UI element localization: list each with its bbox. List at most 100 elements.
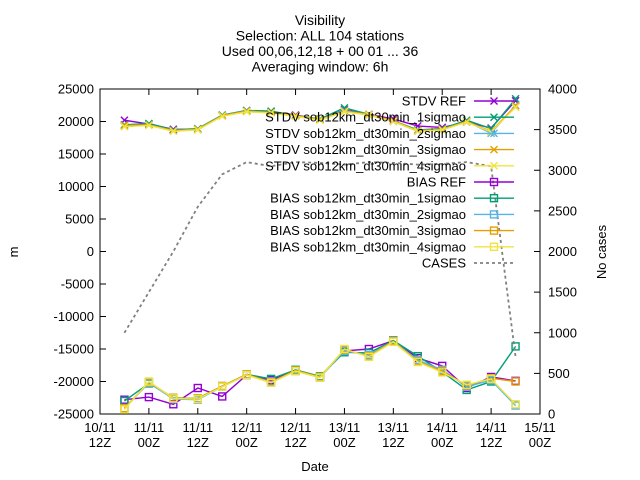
y2-tick-label: 4000 (548, 82, 577, 97)
legend-marker (490, 145, 498, 154)
title-line: Averaging window: 6h (252, 59, 389, 75)
y2-tick-label: 0 (548, 407, 555, 422)
legend-label: STDV sob12km_dt30min_1sigmao (265, 110, 466, 125)
data-point (438, 125, 447, 134)
legend-marker (490, 129, 498, 138)
y2-tick-label: 1500 (548, 285, 577, 300)
y-tick-label: 10000 (58, 179, 94, 194)
legend-entry: STDV sob12km_dt30min_3sigmao (265, 142, 514, 157)
legend-marker (489, 210, 499, 219)
y-tick-label: -5000 (61, 277, 94, 292)
series-line (123, 161, 517, 358)
legend-label: STDV sob12km_dt30min_2sigmao (265, 126, 466, 141)
y2-tick-label: 3500 (548, 122, 577, 137)
x-tick-label: 00Z (333, 435, 355, 450)
x-tick-label: 13/11 (329, 420, 361, 435)
x-tick-label: 00Z (431, 435, 453, 450)
x-tick-label: 12Z (89, 435, 111, 450)
y-tick-label: -15000 (54, 342, 94, 357)
data-point (144, 121, 153, 130)
series-line (123, 341, 517, 410)
data-point (413, 127, 422, 136)
x-tick-label: 12Z (187, 435, 209, 450)
data-point (218, 382, 227, 391)
data-point (413, 357, 422, 367)
title-line: Used 00,06,12,18 + 00 01 ... 36 (222, 43, 419, 59)
legend-label: STDV sob12km_dt30min_3sigmao (265, 142, 466, 157)
y-tick-label: 0 (87, 244, 94, 259)
y-axis-label: m (6, 247, 21, 258)
legend-label: CASES (422, 256, 466, 271)
x-tick-label: 00Z (138, 435, 160, 450)
x-tick-label: 12Z (480, 435, 502, 450)
y-tick-label: 5000 (65, 212, 94, 227)
data-point (364, 352, 374, 361)
data-point (389, 337, 398, 347)
x-axis-ticks: 10/1112Z11/1100Z11/1112Z12/1100Z12/1112Z… (84, 89, 556, 450)
legend-marker (489, 193, 499, 203)
x-tick-label: 12Z (382, 435, 404, 450)
y-tick-label: 25000 (58, 82, 94, 97)
data-point (364, 111, 373, 119)
legend-entry: STDV sob12km_dt30min_1sigmao (265, 110, 514, 125)
data-point (169, 394, 178, 403)
x-tick-label: 13/11 (378, 420, 410, 435)
title-line: Visibility (295, 12, 345, 28)
data-point (193, 383, 202, 393)
title-line: Selection: ALL 104 stations (236, 28, 404, 44)
legend-entry: STDV REF (402, 94, 514, 109)
series-line (123, 339, 517, 402)
legend-label: BIAS sob12km_dt30min_1sigmao (270, 191, 466, 206)
x-tick-label: 12/11 (231, 420, 263, 435)
data-point (340, 344, 349, 354)
data-point (340, 107, 349, 116)
series-7 (120, 337, 520, 413)
legend-marker (490, 113, 498, 122)
legend-marker (489, 226, 499, 235)
y2-tick-label: 500 (548, 366, 570, 381)
legend-entry: CASES (422, 256, 514, 271)
data-point (511, 377, 520, 386)
x-tick-label: 14/11 (426, 420, 458, 435)
data-point (511, 103, 520, 112)
y-tick-label: 20000 (58, 114, 94, 129)
legend-entry: STDV sob12km_dt30min_2sigmao (265, 126, 514, 141)
data-point (511, 101, 520, 110)
data-point (120, 405, 129, 414)
legend-entry: BIAS sob12km_dt30min_3sigmao (270, 223, 514, 238)
data-point (267, 109, 276, 118)
series-10 (123, 161, 517, 358)
data-point (462, 118, 471, 127)
x-tick-label: 14/11 (475, 420, 507, 435)
y2-tick-label: 1000 (548, 325, 577, 340)
x-tick-label: 11/11 (134, 420, 165, 435)
x-tick-label: 00Z (235, 435, 257, 450)
legend-marker (490, 97, 498, 105)
y-tick-label: -10000 (54, 309, 94, 324)
x-tick-label: 12/11 (280, 420, 312, 435)
y-tick-label: -25000 (54, 407, 94, 422)
legend-marker (489, 177, 499, 187)
legend-entry: BIAS REF (407, 175, 514, 190)
series-6 (120, 336, 520, 406)
y2-axis-ticks: 0 500 1000 1500 2000 2500 3000 3500 4000 (534, 82, 577, 422)
data-point (218, 392, 227, 401)
data-point (120, 121, 129, 130)
data-point (438, 368, 447, 377)
x-axis-label: Date (301, 459, 328, 474)
x-tick-label: 00Z (529, 435, 551, 450)
data-point (242, 370, 251, 380)
x-tick-label: 15/11 (524, 420, 556, 435)
data-point (315, 373, 325, 382)
legend-label: STDV sob12km_dt30min_4sigmao (265, 158, 466, 173)
data-point (120, 122, 129, 131)
series-group (120, 94, 520, 414)
y2-tick-label: 2000 (548, 244, 577, 259)
legend-label: BIAS REF (407, 175, 466, 190)
legend-label: BIAS sob12km_dt30min_4sigmao (270, 239, 466, 254)
data-point (193, 394, 202, 404)
series-9 (120, 337, 520, 414)
